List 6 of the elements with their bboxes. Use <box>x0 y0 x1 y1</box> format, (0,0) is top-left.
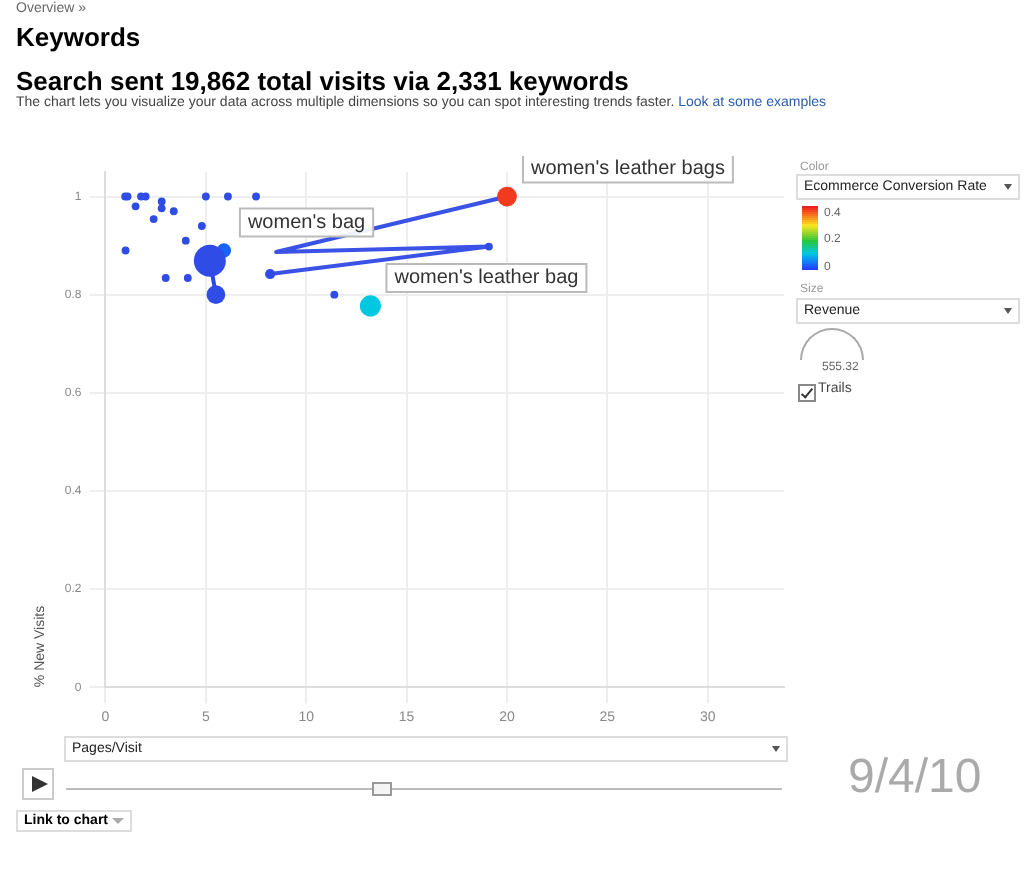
series-label: women's bag <box>245 212 366 235</box>
text: Keywords <box>16 22 141 52</box>
series-label: women's leather bags <box>528 158 725 181</box>
chart-title: Search sent 19,862 total visits via 2,331 keywords <box>16 66 629 96</box>
series-label: women's leather bag <box>392 267 579 290</box>
text: 9/4/10 <box>848 750 982 806</box>
